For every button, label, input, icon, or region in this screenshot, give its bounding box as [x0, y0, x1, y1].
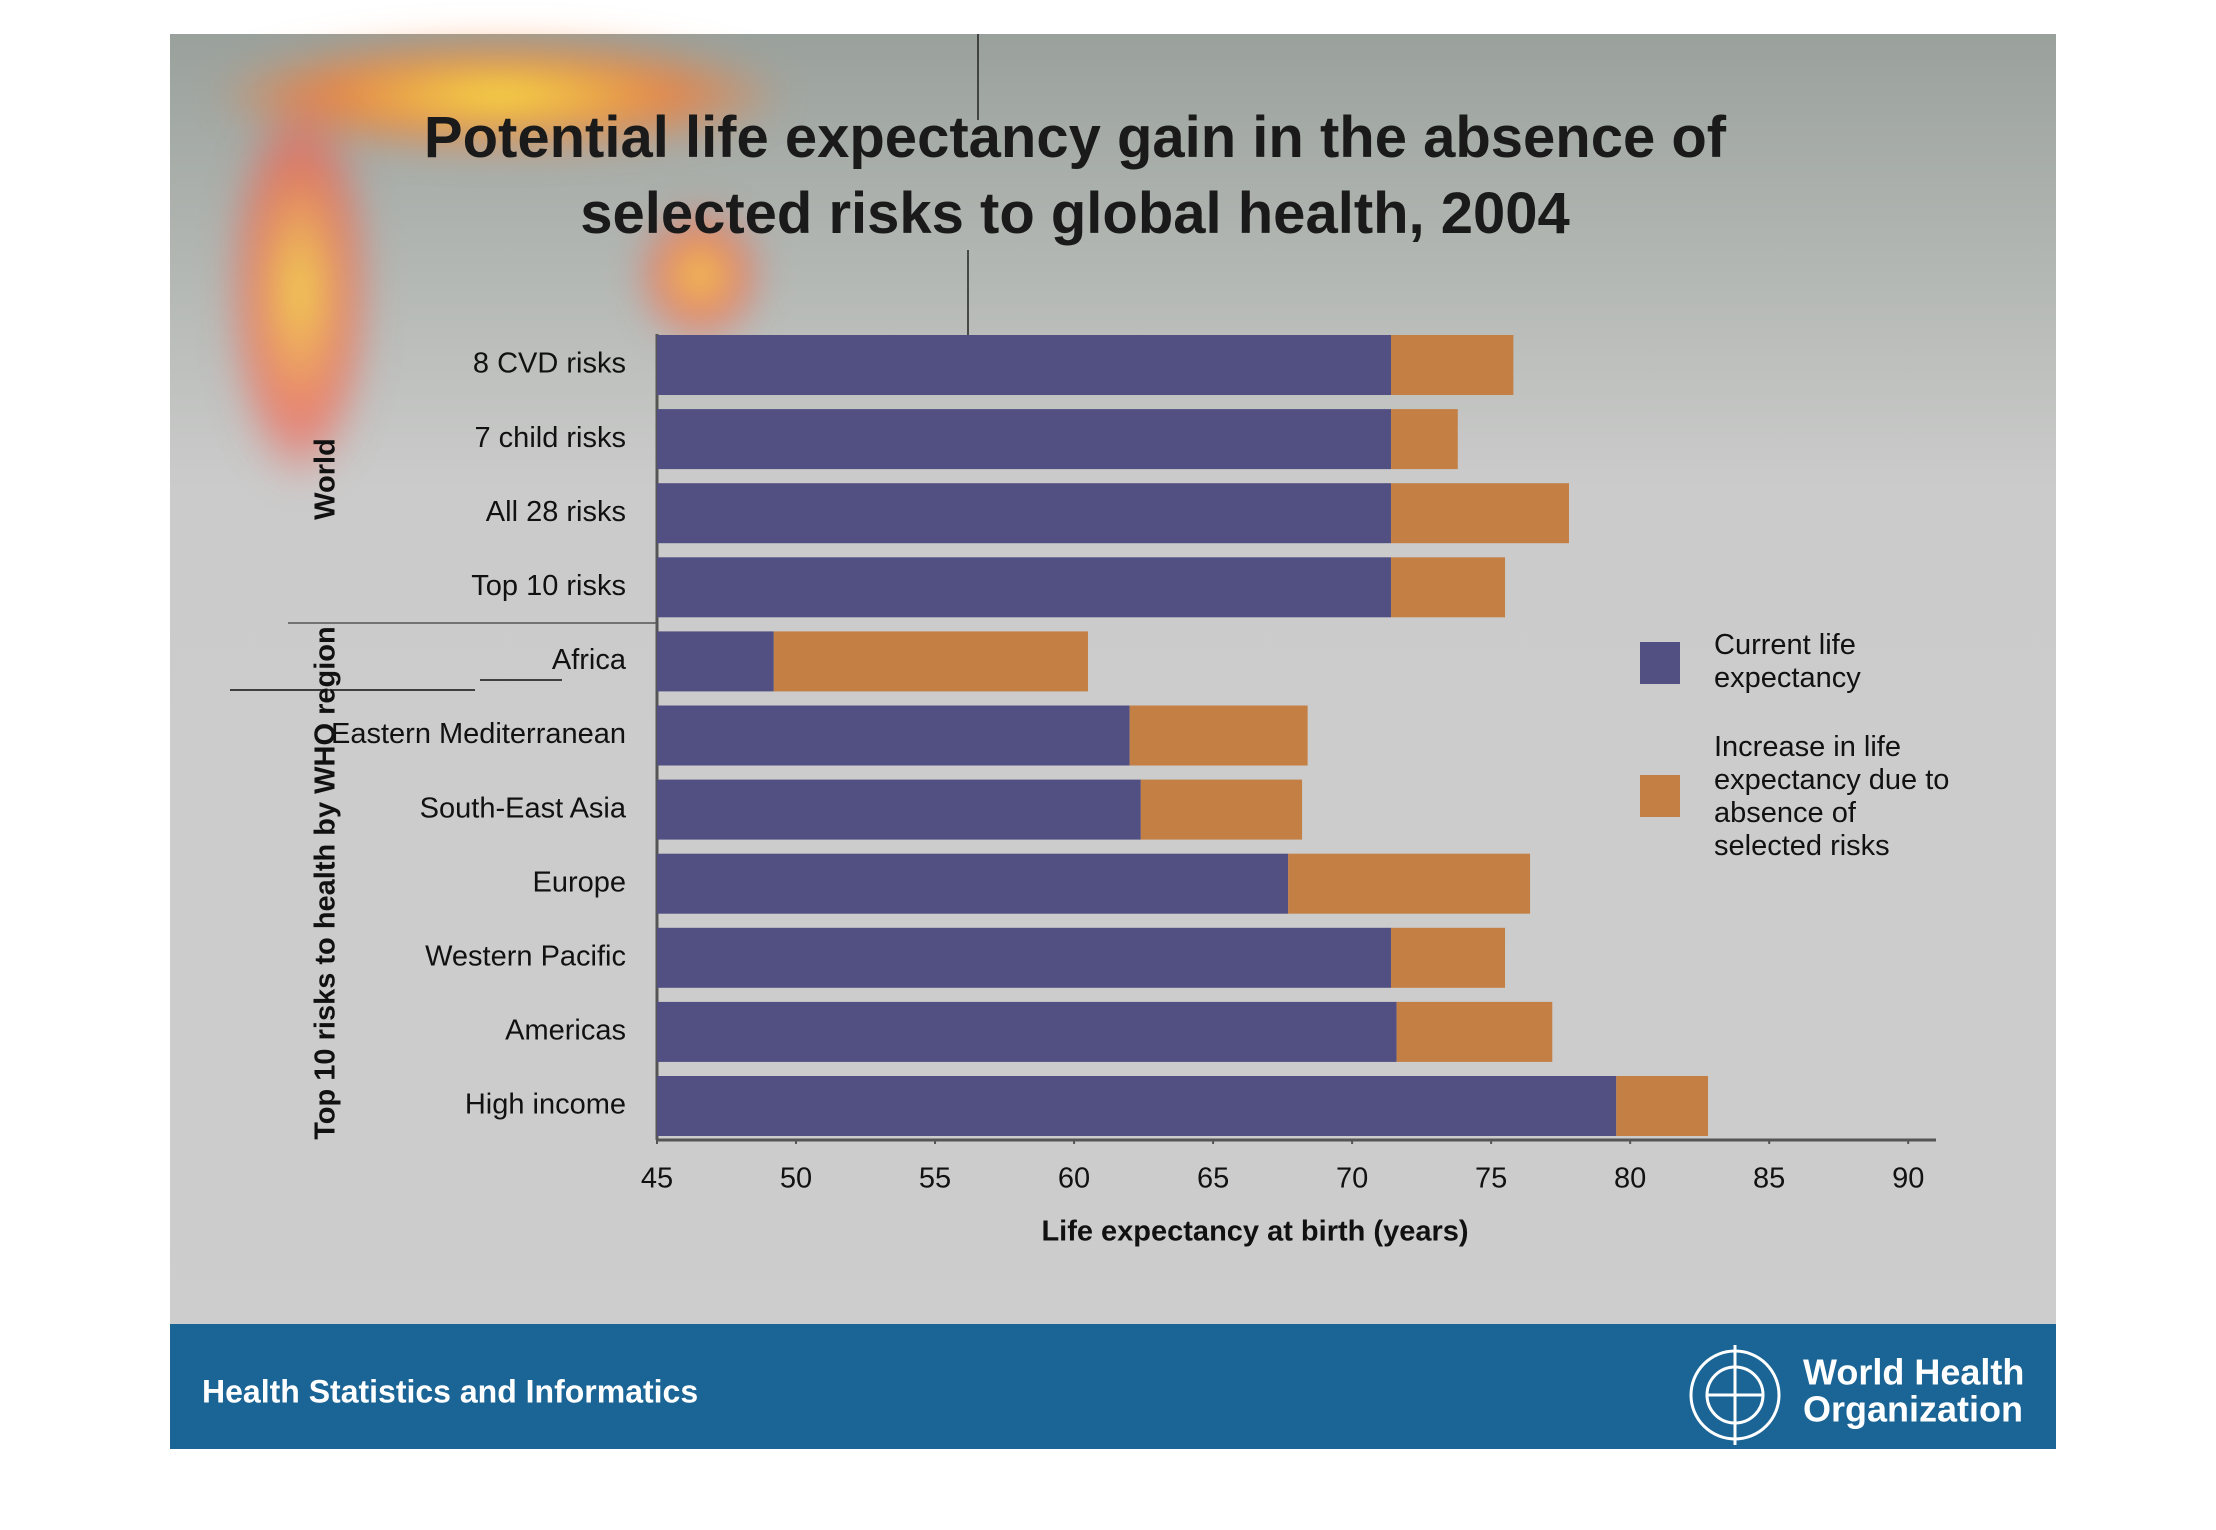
- x-axis-label: Life expectancy at birth (years): [1041, 1216, 1468, 1248]
- bar-segment: [1391, 557, 1506, 618]
- bar-segment: [1391, 483, 1569, 544]
- footer-band: [170, 1324, 2056, 1449]
- y-tick-label: High income: [465, 1089, 626, 1121]
- bar-segment: [1288, 853, 1531, 914]
- bar-segment: [1616, 1076, 1709, 1136]
- bar-segment: [657, 483, 1392, 544]
- bar-segment: [657, 927, 1392, 988]
- y-tick-label: Top 10 risks: [471, 570, 626, 602]
- y-tick-label: 8 CVD risks: [473, 348, 626, 380]
- x-tick-label: 85: [1753, 1163, 1785, 1195]
- bar-segment: [657, 335, 1392, 395]
- legend-swatch: [1640, 642, 1680, 684]
- x-tick-label: 60: [1058, 1163, 1090, 1195]
- bar-segment: [657, 705, 1130, 766]
- bar-segment: [1129, 705, 1308, 766]
- legend-label: Increase in life expectancy due to absen…: [1714, 731, 1950, 862]
- legend-swatch: [1640, 775, 1680, 817]
- y-tick-label: 7 child risks: [475, 422, 627, 454]
- x-tick-label: 80: [1614, 1163, 1646, 1195]
- bar-segment: [1140, 779, 1303, 840]
- legend-label: Current life expectancy: [1714, 629, 1861, 694]
- footer-text: Health Statistics and Informatics: [202, 1373, 698, 1409]
- bar-segment: [657, 409, 1392, 470]
- heatmap-overlay: [230, 100, 370, 480]
- bar-segment: [657, 1076, 1617, 1136]
- bar-segment: [657, 557, 1392, 618]
- y-tick-label: All 28 risks: [486, 496, 626, 528]
- x-tick-label: 65: [1197, 1163, 1229, 1195]
- who-emblem: [1689, 1345, 1781, 1445]
- bar-segment: [1391, 335, 1514, 395]
- heatmap-overlay: [640, 210, 760, 340]
- y-tick-label: Americas: [505, 1015, 626, 1047]
- y-tick-label: Europe: [532, 866, 626, 898]
- bar-segment: [657, 1001, 1397, 1062]
- bar-segment: [773, 631, 1088, 692]
- x-tick-label: 90: [1892, 1163, 1924, 1195]
- x-tick-label: 75: [1475, 1163, 1507, 1195]
- x-tick-label: 45: [641, 1163, 673, 1195]
- bar-segment: [657, 853, 1289, 914]
- bar-segment: [657, 779, 1141, 840]
- x-tick-label: 50: [780, 1163, 812, 1195]
- y-tick-label: Eastern Mediterranean: [331, 718, 626, 750]
- bar-segment: [657, 631, 774, 692]
- logo-text: Organization: [1803, 1389, 2023, 1430]
- x-tick-label: 70: [1336, 1163, 1368, 1195]
- y-tick-label: South-East Asia: [420, 792, 627, 824]
- bar-segment: [1396, 1001, 1553, 1062]
- group-label: World: [310, 438, 342, 520]
- y-tick-label: Africa: [552, 644, 627, 676]
- group-label: Top 10 risks to health by WHO region: [310, 626, 342, 1139]
- chart-title: Potential life expectancy gain in the ab…: [423, 105, 1727, 246]
- x-tick-label: 55: [919, 1163, 951, 1195]
- bar-segment: [1391, 409, 1458, 470]
- logo-text: World Health: [1803, 1352, 2024, 1393]
- bar-segment: [1391, 927, 1506, 988]
- y-tick-label: Western Pacific: [425, 940, 626, 972]
